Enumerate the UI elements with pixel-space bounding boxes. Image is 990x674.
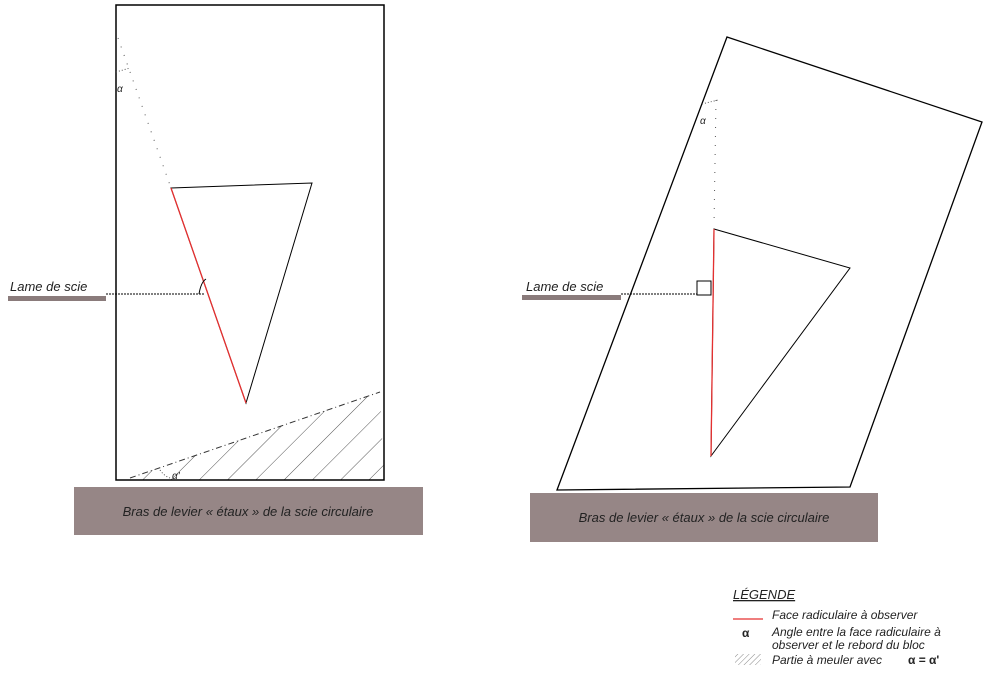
angle-label: α xyxy=(117,84,123,95)
root-triangle xyxy=(710,228,851,458)
angle-arc xyxy=(198,278,207,295)
root-triangle xyxy=(170,182,313,405)
root-face xyxy=(170,187,247,404)
legend-formula: α = α' xyxy=(908,653,939,667)
left-panel: α α' Lame de scie Bras de levier « étaux… xyxy=(8,4,423,535)
blade xyxy=(8,296,106,301)
legend-hatch xyxy=(735,654,761,665)
legend-text: observer et le rebord du bloc xyxy=(772,638,925,652)
vise-arm xyxy=(74,487,423,535)
cut-line xyxy=(129,391,381,479)
legend-text: Partie à meuler avec xyxy=(772,653,882,667)
angle-arc xyxy=(115,67,131,73)
vise-label: Bras de levier « étaux » de la scie circ… xyxy=(123,504,374,519)
blade xyxy=(522,295,621,300)
vise-arm xyxy=(530,493,878,542)
right-panel: α Lame de scie Bras de levier « étaux » … xyxy=(522,36,983,542)
legend-text: Face radiculaire à observer xyxy=(772,608,918,622)
dotted-line xyxy=(117,37,172,189)
legend: LÉGENDE Face radiculaire à observer α An… xyxy=(733,587,941,667)
root-face xyxy=(710,228,715,457)
grind-area xyxy=(130,392,384,480)
block xyxy=(556,36,983,491)
block xyxy=(115,4,385,481)
legend-title: LÉGENDE xyxy=(733,587,795,602)
legend-text: Angle entre la face radiculaire à xyxy=(771,625,941,639)
angle-label: α' xyxy=(172,471,181,482)
angle-arc xyxy=(159,469,171,479)
dotted-line xyxy=(713,99,717,226)
vise-label: Bras de levier « étaux » de la scie circ… xyxy=(579,510,830,525)
angle-label: α xyxy=(700,116,706,127)
blade-label: Lame de scie xyxy=(526,279,603,294)
right-angle xyxy=(696,280,712,296)
legend-symbol: α xyxy=(742,626,750,640)
blade-label: Lame de scie xyxy=(10,279,87,294)
